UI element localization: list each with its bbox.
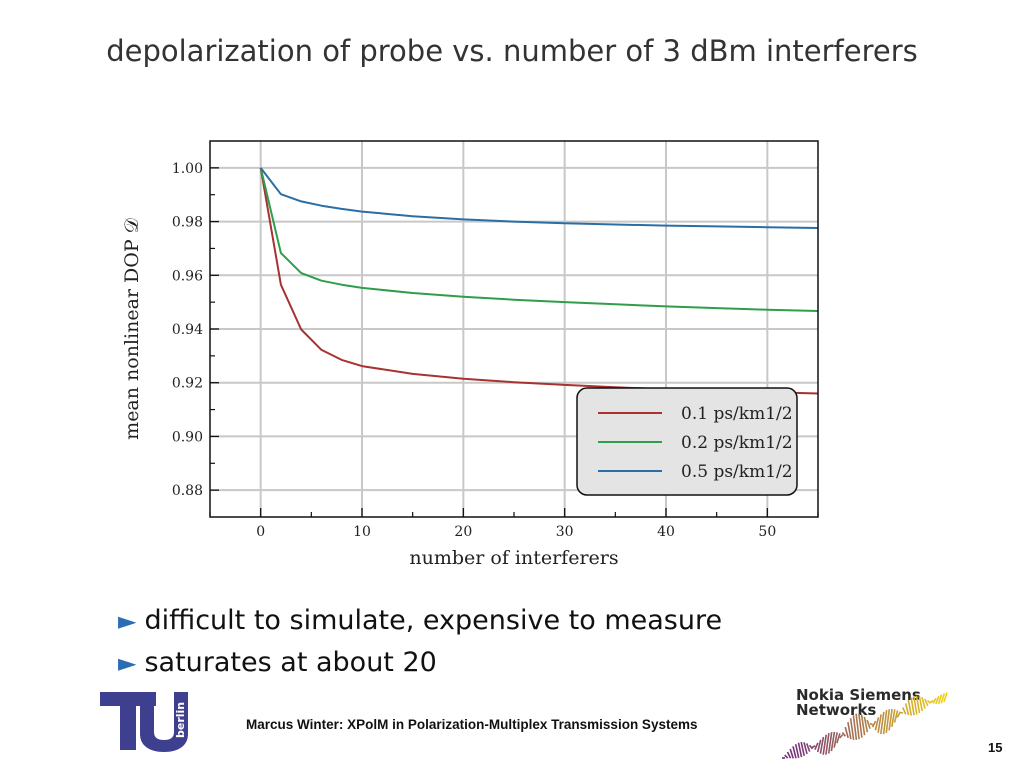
wave-stroke xyxy=(915,695,921,714)
wave-stroke xyxy=(913,695,918,715)
wave-stroke xyxy=(844,726,849,739)
wave-stroke xyxy=(882,710,888,735)
series-line xyxy=(259,167,819,229)
x-tick-label: 50 xyxy=(758,524,776,540)
chart-ticks: 0 10 20 30 40 50 0.88 0.90 0.92 0.94 0.96 0.98 1.00 xyxy=(172,161,819,540)
wave-stroke xyxy=(893,710,899,723)
wave-stroke xyxy=(877,714,882,733)
y-tick-label: 0.94 xyxy=(172,322,203,338)
dop-chart: 0 10 20 30 40 500.880.900.920.940.960.981.00 … xyxy=(121,140,819,569)
wave-stroke xyxy=(902,707,907,715)
wave-stroke xyxy=(891,709,896,728)
wave-stroke xyxy=(855,713,860,740)
bullet-item: ► difficult to simulate, expensive to mea… xyxy=(118,600,722,642)
y-tick-label: 0.92 xyxy=(172,376,203,392)
wave-stroke xyxy=(943,692,948,703)
wave-stroke xyxy=(819,736,825,754)
wave-stroke xyxy=(849,718,855,741)
wave-stroke xyxy=(794,744,800,759)
tu-berlin-logo: berlin xyxy=(100,692,188,752)
wave-stroke xyxy=(841,732,847,737)
wave-stroke xyxy=(874,717,880,731)
x-axis-label: number of interferers xyxy=(409,547,618,569)
wave-stroke xyxy=(836,733,841,744)
wave-stroke xyxy=(863,716,869,733)
wave-stroke xyxy=(932,697,937,704)
wave-stroke xyxy=(935,695,940,705)
bullet-text: saturates at about 20 xyxy=(144,647,437,678)
wave-stroke xyxy=(847,722,852,740)
wave-stroke xyxy=(896,711,902,718)
bullet-arrow-icon: ► xyxy=(118,607,137,635)
wave-stroke xyxy=(866,719,871,729)
wave-stroke xyxy=(811,745,816,749)
legend-label: 0.2 ps/km1/2 xyxy=(681,433,793,453)
y-tick-label: 0.96 xyxy=(172,268,203,284)
wave-stroke xyxy=(885,709,891,734)
slide-title: depolarization of probe vs. number of 3 … xyxy=(106,34,918,68)
wave-stroke xyxy=(860,714,866,736)
wave-stroke xyxy=(825,732,830,755)
wave-stroke xyxy=(808,744,814,750)
wave-stroke xyxy=(918,696,924,712)
series-line xyxy=(259,167,819,395)
y-tick-label: 0.88 xyxy=(172,483,203,499)
wave-stroke xyxy=(929,699,934,703)
chart-series-lines xyxy=(259,167,819,395)
tu-logo-text: berlin xyxy=(174,702,187,738)
wave-stroke xyxy=(803,742,808,755)
wave-stroke xyxy=(816,739,822,753)
wave-stroke xyxy=(921,697,926,709)
bullet-text: difficult to simulate, expensive to meas… xyxy=(144,605,723,636)
nsn-logo-line: Nokia Siemens xyxy=(796,686,921,704)
wave-stroke xyxy=(871,720,877,728)
wave-stroke xyxy=(839,734,844,739)
wave-stroke xyxy=(937,694,943,705)
series-line xyxy=(259,167,819,312)
wave-stroke xyxy=(830,731,836,752)
wave-stroke xyxy=(910,697,915,716)
wave-stroke xyxy=(814,742,819,751)
wave-stroke xyxy=(852,715,858,740)
bullet-arrow-icon: ► xyxy=(118,649,137,677)
wave-stroke xyxy=(907,699,913,716)
wave-stroke xyxy=(800,741,805,756)
wave-stroke xyxy=(904,703,910,716)
wave-stroke xyxy=(880,711,885,735)
wave-stroke xyxy=(822,734,827,755)
x-tick-label: 40 xyxy=(657,524,675,540)
wave-stroke xyxy=(833,732,838,748)
x-tick-label: 30 xyxy=(556,524,574,540)
x-tick-label: 10 xyxy=(353,524,371,540)
chart-legend: 0.1 ps/km1/2 0.2 ps/km1/2 0.5 ps/km1/2 xyxy=(576,387,798,496)
bullet-item: ► saturates at about 20 xyxy=(118,642,722,684)
wave-stroke xyxy=(899,711,904,714)
x-tick-label: 0 xyxy=(256,524,265,540)
legend-label: 0.1 ps/km1/2 xyxy=(681,404,793,424)
legend-box xyxy=(576,387,798,496)
nsn-wave-icon xyxy=(782,692,948,759)
footer-text: Marcus Winter: XPolM in Polarization-Mul… xyxy=(246,717,698,732)
wave-stroke xyxy=(926,700,932,704)
wave-stroke xyxy=(827,731,833,754)
y-tick-label: 0.90 xyxy=(172,429,203,445)
y-tick-label: 0.98 xyxy=(172,215,203,231)
wave-stroke xyxy=(789,748,794,759)
wave-stroke xyxy=(924,698,929,707)
wave-stroke xyxy=(786,751,792,759)
legend-label: 0.5 ps/km1/2 xyxy=(681,462,793,482)
wave-stroke xyxy=(858,713,863,738)
wave-stroke xyxy=(940,693,946,704)
wave-stroke xyxy=(805,743,811,752)
wave-stroke xyxy=(784,754,789,759)
bullet-list: ► difficult to simulate, expensive to mea… xyxy=(118,600,722,684)
wave-stroke xyxy=(869,722,874,726)
wave-stroke xyxy=(797,742,803,758)
y-tick-label: 1.00 xyxy=(172,161,203,177)
wave-stroke xyxy=(888,708,893,731)
y-axis-label: mean nonlinear DOP 𝒟 xyxy=(121,217,143,439)
x-tick-label: 20 xyxy=(454,524,472,540)
page-number: 15 xyxy=(988,740,1003,755)
wave-stroke xyxy=(792,746,797,759)
